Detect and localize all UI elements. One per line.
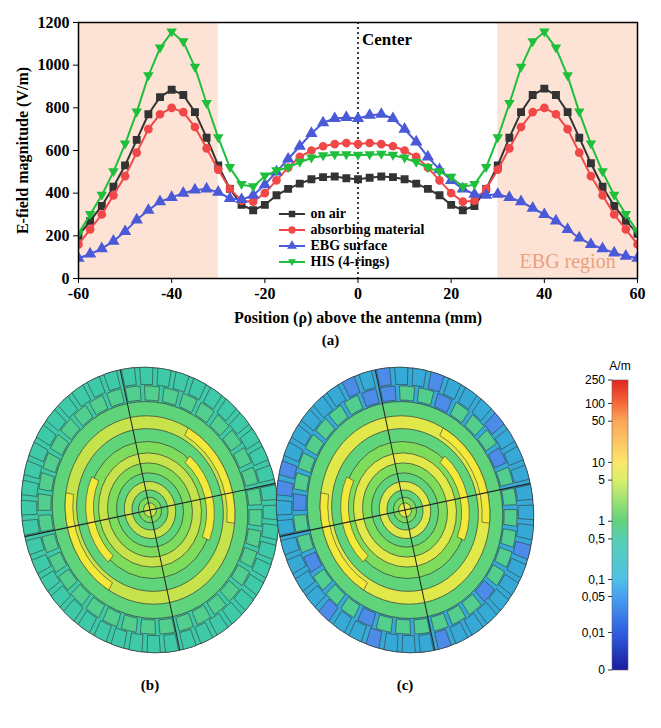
svg-text:1200: 1200 bbox=[38, 14, 70, 31]
svg-text:E-field magnitude (V/m): E-field magnitude (V/m) bbox=[14, 67, 32, 234]
svg-text:-60: -60 bbox=[68, 285, 89, 302]
svg-text:250: 250 bbox=[585, 373, 605, 387]
svg-text:0: 0 bbox=[61, 269, 70, 287]
svg-text:50: 50 bbox=[592, 414, 606, 428]
svg-text:40: 40 bbox=[536, 285, 552, 302]
svg-text:0,01: 0,01 bbox=[582, 626, 606, 640]
svg-text:(b): (b) bbox=[141, 677, 159, 694]
html-text:on air: on air bbox=[310, 206, 346, 221]
svg-text:Position (ρ) above the antenna: Position (ρ) above the antenna (mm) bbox=[234, 309, 482, 327]
svg-text:-40: -40 bbox=[161, 285, 182, 302]
svg-text:Center: Center bbox=[362, 30, 412, 49]
svg-text:(c): (c) bbox=[397, 677, 414, 694]
svg-text:200: 200 bbox=[46, 227, 70, 244]
html-text:HIS (4-rings): HIS (4-rings) bbox=[310, 254, 390, 269]
svg-text:5: 5 bbox=[598, 473, 605, 487]
svg-text:20: 20 bbox=[443, 285, 459, 302]
svg-text:0: 0 bbox=[598, 663, 605, 677]
svg-text:A/m: A/m bbox=[609, 359, 630, 373]
svg-text:1000: 1000 bbox=[38, 56, 70, 73]
svg-text:400: 400 bbox=[46, 184, 70, 201]
svg-text:-20: -20 bbox=[254, 285, 275, 302]
html-text:absorbing material: absorbing material bbox=[310, 222, 425, 237]
svg-text:10: 10 bbox=[592, 456, 606, 470]
svg-text:0,05: 0,05 bbox=[582, 590, 606, 604]
svg-text:0,5: 0,5 bbox=[588, 532, 605, 546]
svg-text:EBG region: EBG region bbox=[520, 250, 616, 273]
svg-text:100: 100 bbox=[585, 397, 605, 411]
svg-text:0: 0 bbox=[354, 285, 362, 302]
svg-text:600: 600 bbox=[46, 142, 70, 159]
html-text:EBG surface: EBG surface bbox=[310, 238, 388, 253]
svg-text:0,1: 0,1 bbox=[588, 573, 605, 587]
svg-text:1: 1 bbox=[598, 514, 605, 528]
svg-text:60: 60 bbox=[630, 285, 646, 302]
svg-text:800: 800 bbox=[46, 99, 70, 116]
html-text:(a): (a) bbox=[321, 332, 340, 348]
